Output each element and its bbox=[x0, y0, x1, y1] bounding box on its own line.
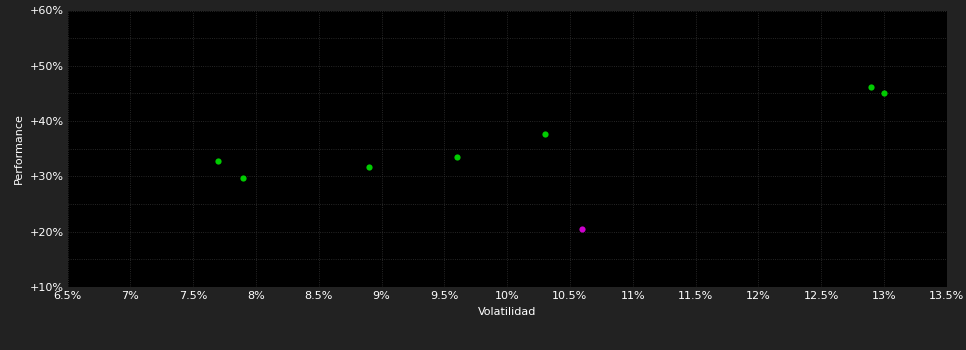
X-axis label: Volatilidad: Volatilidad bbox=[478, 307, 536, 317]
Y-axis label: Performance: Performance bbox=[14, 113, 24, 184]
Point bbox=[236, 175, 251, 180]
Point bbox=[575, 226, 590, 232]
Point bbox=[876, 90, 892, 96]
Point bbox=[537, 132, 553, 137]
Point bbox=[361, 164, 377, 170]
Point bbox=[864, 85, 879, 90]
Point bbox=[449, 154, 465, 160]
Point bbox=[211, 159, 226, 164]
